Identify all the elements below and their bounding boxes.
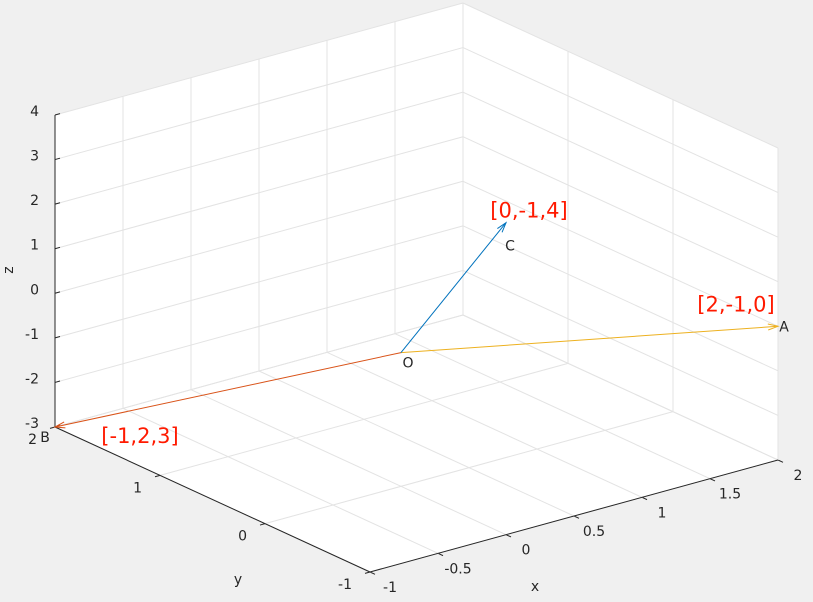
- z-tick-label: -1: [25, 327, 39, 343]
- z-tick: [54, 246, 61, 250]
- z-axis-label: z: [1, 266, 17, 273]
- y-tick-label: -1: [338, 577, 352, 593]
- x-tick: [369, 571, 376, 575]
- vector-annotation: [2,-1,0]: [697, 292, 774, 316]
- vector: [53, 352, 402, 429]
- grid-line: [462, 180, 779, 327]
- z-tick: [54, 380, 61, 383]
- grid-line: [122, 407, 439, 554]
- back-wall-x: [463, 3, 778, 460]
- x-tick-label: 0.5: [583, 524, 605, 540]
- y-tick-label: 2: [28, 432, 37, 448]
- x-tick: [641, 496, 648, 501]
- x-axis-label: x: [531, 579, 539, 595]
- x-axis: [369, 459, 779, 573]
- z-tick-label: 2: [30, 193, 39, 209]
- point-label: C: [505, 239, 515, 255]
- z-tick: [54, 113, 61, 116]
- grid-line: [54, 269, 464, 383]
- grid-line: [258, 370, 575, 517]
- grid-line: [462, 136, 779, 283]
- z-tick-label: 3: [30, 149, 39, 165]
- grid-line: [54, 2, 464, 116]
- grid-line: [462, 314, 779, 461]
- z-tick: [54, 157, 61, 161]
- z-tick-label: -3: [25, 416, 39, 432]
- grid-line: [394, 333, 711, 480]
- grid-line: [462, 91, 779, 238]
- x-tick: [709, 478, 716, 482]
- grid-line: [54, 225, 464, 339]
- vector: [400, 221, 508, 353]
- point-label: B: [40, 430, 50, 446]
- grid-line: [54, 136, 464, 250]
- point-label: A: [779, 319, 789, 335]
- z-tick-label: -2: [25, 371, 39, 387]
- grid-line: [264, 411, 674, 525]
- x-tick-label: 1: [658, 505, 667, 521]
- vector-annotation: [0,-1,4]: [490, 199, 567, 223]
- grid-line: [190, 389, 507, 536]
- x-tick: [437, 552, 444, 557]
- grid-line: [326, 351, 643, 498]
- grid-line: [54, 314, 464, 428]
- x-tick-label: 1.5: [719, 487, 741, 503]
- y-tick: [259, 523, 266, 526]
- grid-line: [54, 47, 464, 161]
- y-tick: [154, 474, 161, 478]
- x-tick: [777, 459, 784, 463]
- grid-line: [462, 225, 779, 372]
- grid-line: [462, 2, 779, 149]
- vector: [400, 323, 780, 354]
- origin-label: O: [402, 356, 413, 372]
- y-axis-label: y: [234, 572, 242, 588]
- y-axis: [54, 426, 371, 573]
- y-tick-label: 0: [238, 529, 247, 545]
- z-tick: [54, 335, 61, 339]
- x-tick-label: 0: [522, 543, 531, 559]
- y-tick: [364, 571, 371, 574]
- x-tick-label: -1: [383, 580, 397, 596]
- z-tick: [54, 202, 61, 205]
- grid-line: [54, 180, 464, 294]
- x-tick-label: 2: [794, 468, 803, 484]
- grid-line: [462, 47, 779, 194]
- x-tick: [573, 515, 580, 519]
- x-tick: [505, 534, 512, 538]
- y-tick-label: 1: [133, 480, 142, 496]
- grid-line: [54, 91, 464, 205]
- grid-line: [462, 269, 779, 416]
- grid-line: [159, 362, 569, 476]
- vector-annotation: [-1,2,3]: [101, 424, 178, 448]
- z-tick-label: 0: [30, 282, 39, 298]
- z-tick: [54, 291, 61, 294]
- z-tick-label: 1: [30, 238, 39, 254]
- x-tick-label: -0.5: [444, 561, 471, 577]
- z-tick-label: 4: [30, 104, 39, 120]
